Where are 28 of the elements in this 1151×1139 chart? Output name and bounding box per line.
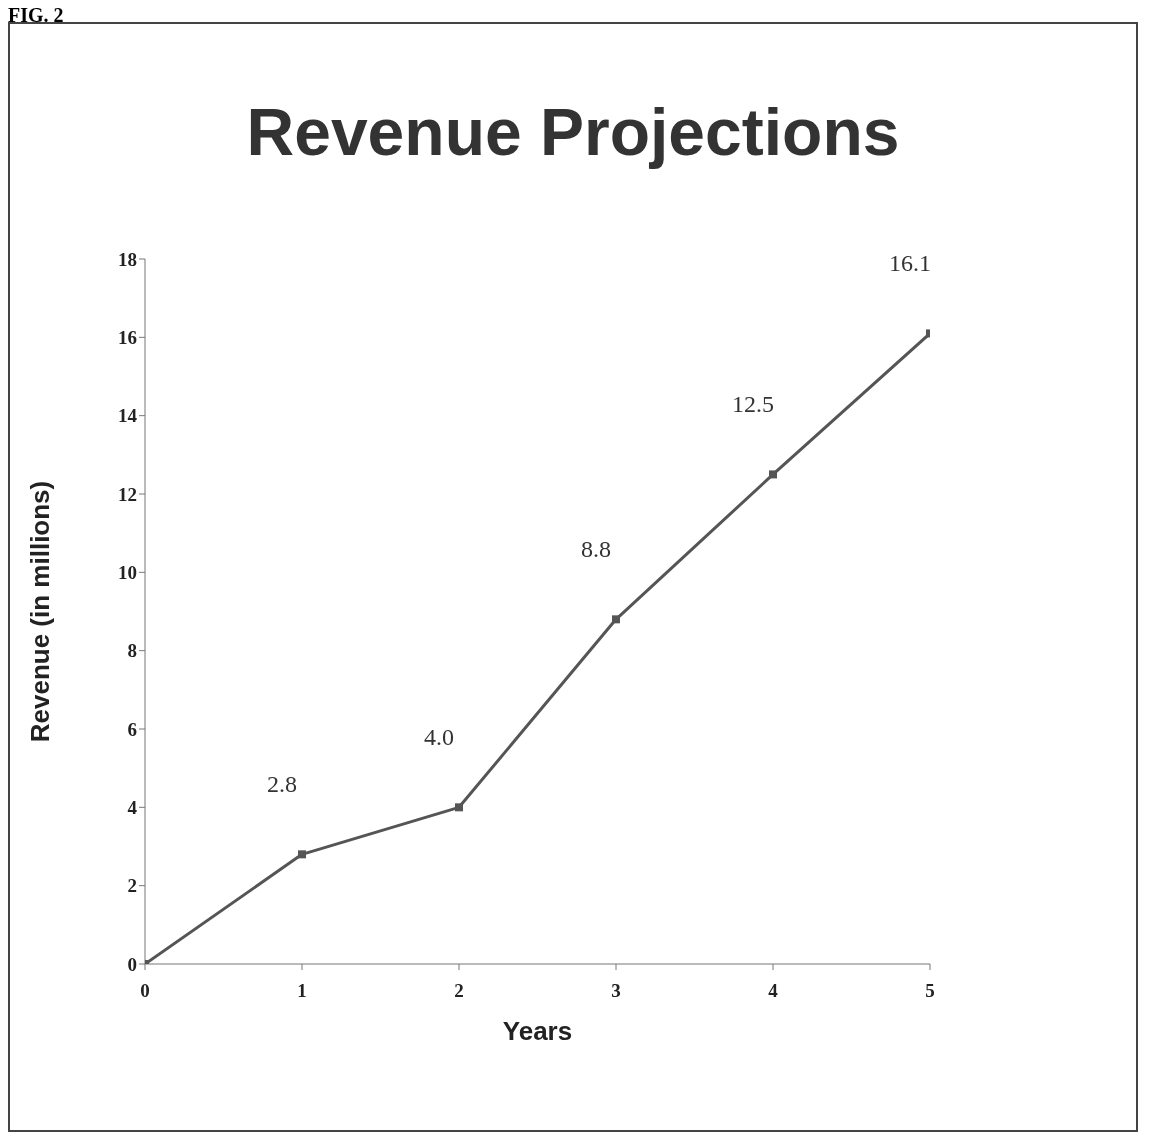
chart-title: Revenue Projections [245,94,901,171]
data-label: 2.8 [267,771,297,798]
x-tick-label: 5 [925,980,935,1002]
data-label: 12.5 [732,391,774,418]
x-tick-label: 4 [768,980,779,1002]
y-tick-label: 8 [127,640,137,662]
y-tick-label: 12 [118,483,137,505]
y-tick-label: 10 [118,562,137,584]
y-tick-label: 6 [127,718,137,740]
caption: FIG. 2 [8,4,65,26]
y-tick-label: 2 [127,875,137,897]
y-tick-label: 16 [118,327,137,349]
data-label: 16.1 [889,250,931,277]
data-label: 4.0 [424,724,454,751]
y-tick-label: 14 [118,405,138,427]
point [769,470,777,479]
data-label: 8.8 [581,536,611,563]
y-tick-label: 0 [127,953,137,975]
y-axis-title: Revenue (in millions) [25,480,56,743]
y-tick-label: 4 [127,797,138,819]
x-tick-label: 3 [611,980,621,1002]
y-tick-label: 18 [118,248,137,270]
point [612,615,620,624]
point [455,803,463,812]
x-axis-title: Years [502,1016,573,1046]
point [298,850,306,859]
x-tick-label: 2 [454,980,464,1002]
x-tick-label: 1 [297,980,307,1002]
